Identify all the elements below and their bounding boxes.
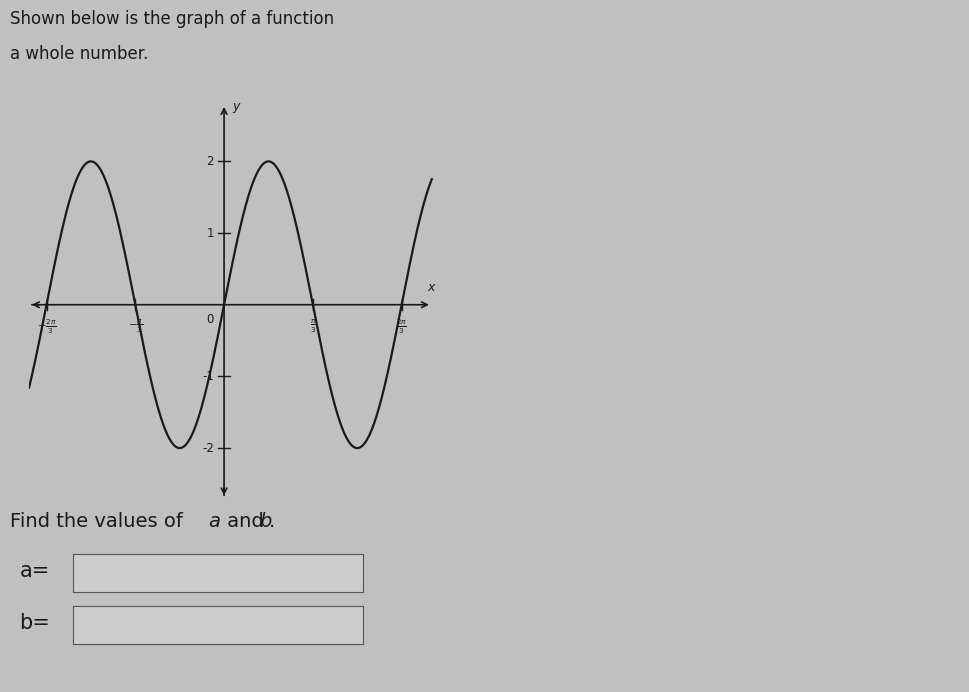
Text: x: x: [427, 281, 434, 294]
Text: a whole number.: a whole number.: [10, 45, 148, 63]
Text: Shown below is the graph of a function: Shown below is the graph of a function: [10, 10, 344, 28]
Text: -2: -2: [202, 441, 214, 455]
Text: and: and: [221, 512, 270, 531]
Text: a=: a=: [19, 561, 49, 581]
Text: 0: 0: [206, 313, 214, 327]
Text: a: a: [208, 512, 220, 531]
Text: b=: b=: [19, 613, 50, 632]
Text: .: .: [268, 512, 274, 531]
Text: 1: 1: [206, 226, 214, 239]
Text: 2: 2: [206, 155, 214, 168]
Text: $-\frac{\pi}{3}$: $-\frac{\pi}{3}$: [128, 318, 143, 335]
Text: -1: -1: [202, 370, 214, 383]
Text: $\frac{2\pi}{3}$: $\frac{2\pi}{3}$: [396, 318, 407, 336]
Text: b: b: [260, 512, 272, 531]
Text: $\frac{\pi}{3}$: $\frac{\pi}{3}$: [309, 318, 316, 335]
Text: y: y: [233, 100, 240, 113]
Text: Find the values of: Find the values of: [10, 512, 189, 531]
Text: $-\frac{2\pi}{3}$: $-\frac{2\pi}{3}$: [37, 318, 56, 336]
